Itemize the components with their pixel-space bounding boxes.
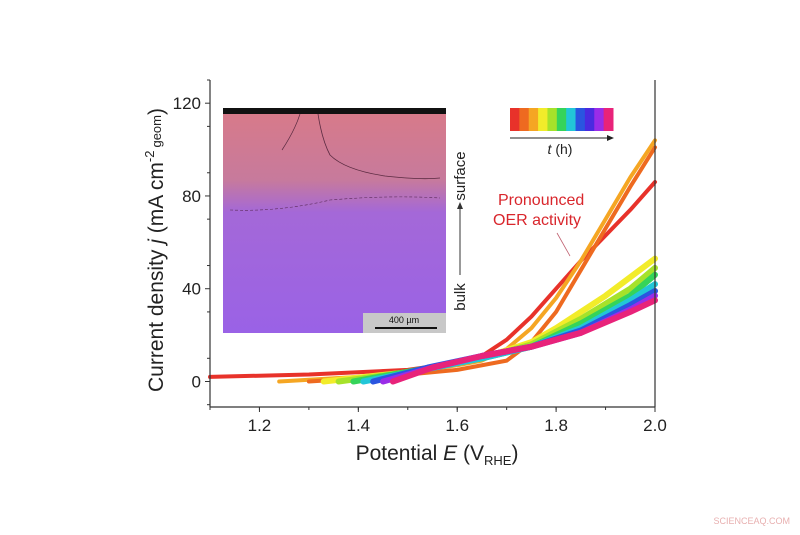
y-tick-label: 40 bbox=[182, 280, 201, 299]
x-axis-label: Potential E (VRHE) bbox=[356, 442, 519, 468]
oer-annotation-line1: Pronounced bbox=[498, 192, 584, 209]
y-tick-label: 80 bbox=[182, 187, 201, 206]
oer-annotation-pointer bbox=[556, 232, 571, 257]
x-tick-label: 1.8 bbox=[544, 416, 568, 435]
inset-micrograph: 400 µm bbox=[223, 108, 446, 333]
series-line-10 bbox=[389, 297, 658, 385]
series-line-1 bbox=[208, 180, 657, 379]
colorbar-segment bbox=[538, 108, 548, 131]
colorbar-segment bbox=[510, 108, 520, 131]
inset-bulk-label: bulk bbox=[452, 283, 469, 311]
x-tick-label: 1.2 bbox=[248, 416, 272, 435]
colorbar-segment bbox=[566, 108, 577, 131]
time-label: t (h) bbox=[548, 141, 573, 157]
watermark: SCIENCEAQ.COM bbox=[713, 516, 790, 526]
colorbar-segment bbox=[528, 108, 539, 131]
ticks-layer: 1.2 1.4 1.6 1.8 2.0 0 40 80 120 bbox=[173, 79, 667, 435]
colorbar-segment bbox=[556, 108, 567, 131]
colorbar-segment bbox=[575, 108, 586, 131]
y-tick-label: 120 bbox=[173, 94, 201, 113]
colorbar-segment bbox=[547, 108, 558, 131]
colorbar-segment bbox=[519, 108, 530, 131]
colorbar-segment bbox=[584, 108, 595, 131]
y-tick-label: 0 bbox=[192, 372, 201, 391]
colorbar-segment bbox=[603, 108, 614, 131]
x-tick-label: 1.4 bbox=[347, 416, 371, 435]
oer-annotation-line2: OER activity bbox=[493, 212, 581, 229]
x-tick-label: 1.6 bbox=[445, 416, 469, 435]
x-tick-label: 2.0 bbox=[643, 416, 667, 435]
curves-layer bbox=[208, 138, 658, 385]
colorbar-segment bbox=[594, 108, 605, 131]
time-colorbar bbox=[510, 108, 614, 131]
inset-surface-label: surface bbox=[452, 151, 469, 200]
inset-scale-label: 400 µm bbox=[389, 315, 419, 325]
y-axis-label: Current density j (mA cm-2geom) bbox=[142, 108, 168, 392]
